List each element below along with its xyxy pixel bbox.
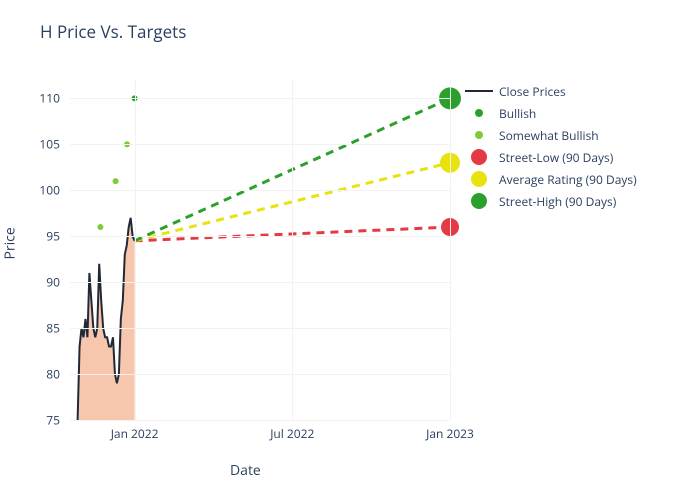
gridline-v (135, 80, 136, 420)
legend-dot-icon (475, 109, 483, 117)
gridline-h (70, 420, 450, 421)
y-axis-title: Price (1, 227, 20, 259)
gridline-h (70, 282, 450, 283)
chart-title: H Price Vs. Targets (40, 20, 186, 43)
gridline-h (70, 328, 450, 329)
gridline-h (70, 98, 450, 99)
legend: Close Prices Bullish Somewhat Bullish Stree… (465, 82, 637, 214)
x-tick-label: Jan 2023 (426, 425, 474, 442)
y-tick-label: 75 (30, 412, 60, 429)
gridline-h (70, 144, 450, 145)
chart-svg (70, 80, 450, 420)
gridline-v (292, 80, 293, 420)
legend-label: Bullish (499, 105, 536, 122)
legend-label: Average Rating (90 Days) (499, 171, 637, 188)
legend-line-swatch (465, 90, 493, 92)
legend-item[interactable]: Close Prices (465, 82, 637, 100)
legend-label: Somewhat Bullish (499, 127, 599, 144)
x-tick-label: Jul 2022 (270, 425, 314, 442)
legend-item[interactable]: Street-Low (90 Days) (465, 148, 637, 166)
legend-dot-icon (471, 149, 487, 165)
legend-item[interactable]: Street-High (90 Days) (465, 192, 637, 210)
y-tick-label: 100 (30, 182, 60, 199)
y-tick-label: 90 (30, 274, 60, 291)
gridline-h (70, 374, 450, 375)
somewhat-bullish-point (97, 224, 103, 230)
x-axis-title: Date (230, 461, 261, 480)
x-tick-label: Jan 2022 (111, 425, 159, 442)
plot-area: 7580859095100105110Jan 2022Jul 2022Jan 2… (70, 80, 450, 420)
legend-dot-icon (471, 193, 487, 209)
somewhat-bullish-point (113, 178, 119, 184)
gridline-v (450, 80, 451, 420)
legend-item[interactable]: Average Rating (90 Days) (465, 170, 637, 188)
legend-dot-icon (475, 131, 483, 139)
legend-dot-icon (471, 171, 487, 187)
gridline-h (70, 236, 450, 237)
y-tick-label: 95 (30, 228, 60, 245)
y-tick-label: 105 (30, 136, 60, 153)
gridline-h (70, 190, 450, 191)
legend-label: Street-Low (90 Days) (499, 149, 613, 166)
legend-label: Close Prices (499, 83, 566, 100)
y-tick-label: 85 (30, 320, 60, 337)
legend-label: Street-High (90 Days) (499, 193, 616, 210)
legend-item[interactable]: Bullish (465, 104, 637, 122)
legend-item[interactable]: Somewhat Bullish (465, 126, 637, 144)
y-tick-label: 110 (30, 90, 60, 107)
y-tick-label: 80 (30, 366, 60, 383)
